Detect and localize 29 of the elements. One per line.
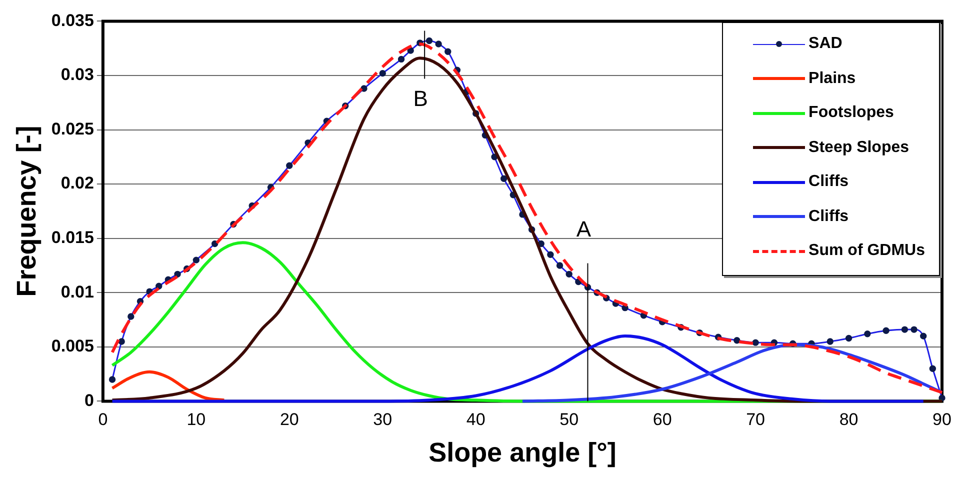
legend-label: Cliffs: [808, 208, 849, 226]
legend-label: SAD: [808, 35, 842, 54]
y-tick-label: 0.01: [60, 282, 94, 302]
x-tick-label: 90: [932, 410, 952, 430]
x-tick-label: 50: [560, 410, 579, 430]
x-tick-label: 70: [746, 410, 766, 430]
x-tick-label: 0: [98, 410, 108, 430]
y-tick-label: 0.025: [51, 119, 94, 138]
x-tick-label: 20: [280, 410, 299, 430]
legend-label: Steep Slopes: [808, 138, 910, 157]
x-tick-label: 40: [466, 410, 486, 430]
y-tick-label: 0.035: [51, 10, 94, 30]
x-tick-label: 80: [839, 410, 858, 430]
y-tick-label: 0.015: [51, 228, 94, 248]
x-tick-label: 60: [652, 410, 672, 430]
annotation: B: [413, 86, 428, 111]
annotation: A: [576, 216, 592, 242]
y-tick-label: 0.005: [51, 336, 94, 356]
y-tick-label: 0: [84, 390, 94, 410]
x-tick-label: 10: [186, 410, 206, 430]
legend-label: Plains: [808, 70, 856, 88]
y-tick-label: 0.03: [60, 65, 94, 84]
legend-label: Sum of GDMUs: [808, 242, 925, 260]
legend-label: Cliffs: [808, 173, 849, 192]
x-tick-label: 30: [373, 410, 392, 430]
y-axis-title: Frequency [-]: [12, 126, 42, 297]
y-tick-label: 0.02: [60, 174, 94, 193]
legend-label: Footslopes: [808, 104, 894, 122]
x-axis-title: Slope angle [°]: [428, 437, 616, 468]
